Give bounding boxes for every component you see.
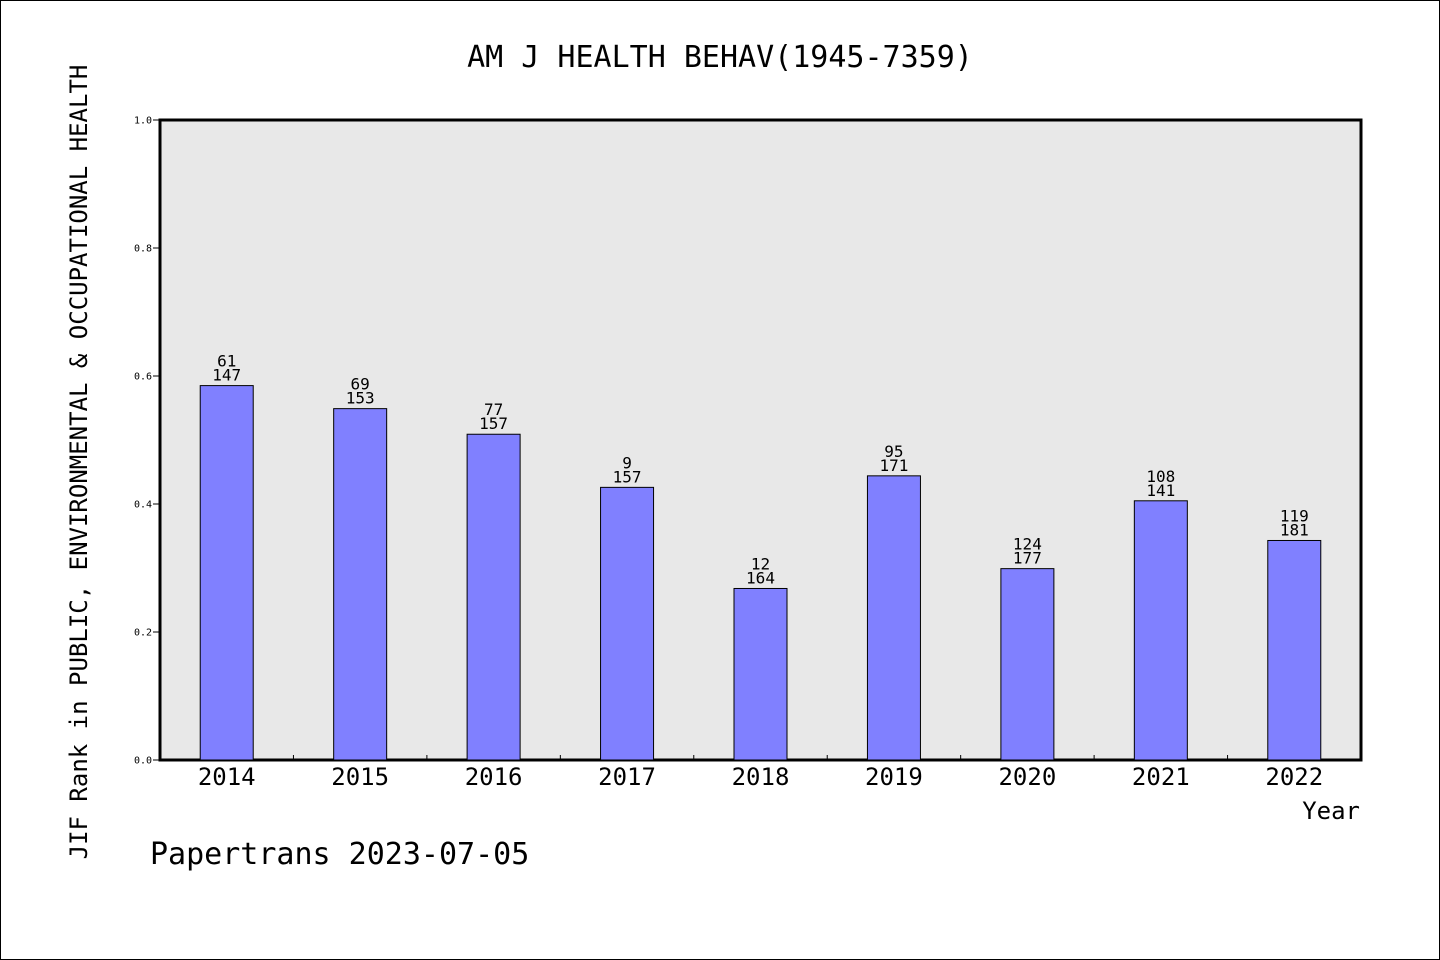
- y-tick-label: 0.2: [134, 628, 152, 639]
- category-labels: 2014 2015 2016 2017 2018 2019 2020 2021 2022: [198, 763, 1323, 791]
- bar-2015: [333, 408, 388, 761]
- data-label-total: 157: [613, 467, 642, 486]
- data-label-rank: 9: [622, 453, 632, 472]
- data-label-total: 147: [212, 366, 241, 385]
- bar-2017: [600, 486, 655, 761]
- y-axis-label: JIF Rank in PUBLIC, ENVIRONMENTAL & OCCU…: [65, 65, 93, 860]
- y-tick-label: 0.8: [134, 244, 152, 255]
- chart-title: AM J HEALTH BEHAV(1945-7359): [467, 40, 973, 75]
- data-label-total: 181: [1280, 520, 1309, 539]
- footer-credit: Papertrans 2023-07-05: [150, 837, 529, 872]
- data-label-total: 153: [346, 389, 375, 408]
- bar-2022: [1267, 539, 1322, 761]
- bar-2014: [199, 385, 254, 761]
- bars: [199, 385, 1322, 761]
- x-tick-label: 2018: [732, 763, 790, 791]
- bar-2016: [466, 433, 521, 761]
- x-tick-label: 2019: [865, 763, 923, 791]
- data-label-rank: 69: [351, 375, 370, 394]
- x-tick-label: 2014: [198, 763, 256, 791]
- x-tick-label: 2016: [465, 763, 523, 791]
- x-axis-ticks: [292, 755, 1229, 760]
- data-label-rank: 124: [1013, 535, 1042, 554]
- y-tick-label: 0.0: [134, 756, 152, 767]
- x-tick-label: 2015: [331, 763, 389, 791]
- y-tick-label: 0.4: [134, 500, 152, 511]
- x-tick-label: 2022: [1265, 763, 1323, 791]
- data-label-rank: 119: [1280, 506, 1309, 525]
- data-label-total: 141: [1146, 481, 1175, 500]
- data-label-rank: 12: [751, 554, 770, 573]
- bar-2018: [733, 587, 788, 761]
- data-label-rank: 77: [484, 400, 503, 419]
- y-tick-label: 1.0: [134, 116, 152, 127]
- y-axis-ticks: 0.0 0.2 0.4 0.6 0.8 1.0: [134, 116, 160, 767]
- data-label-rank: 95: [884, 442, 903, 461]
- data-label-total: 164: [746, 568, 775, 587]
- x-tick-label: 2021: [1132, 763, 1190, 791]
- x-tick-label: 2017: [598, 763, 656, 791]
- y-tick-label: 0.6: [134, 372, 152, 383]
- data-label-total: 171: [879, 456, 908, 475]
- bar-2021: [1133, 500, 1188, 761]
- x-tick-label: 2020: [998, 763, 1056, 791]
- x-axis-label: Year: [1302, 797, 1360, 825]
- data-label-rank: 61: [217, 352, 236, 371]
- bar-2019: [866, 475, 921, 761]
- data-label-total: 177: [1013, 549, 1042, 568]
- data-label-rank: 108: [1146, 467, 1175, 486]
- data-label-total: 157: [479, 414, 508, 433]
- bar-2020: [1000, 568, 1055, 761]
